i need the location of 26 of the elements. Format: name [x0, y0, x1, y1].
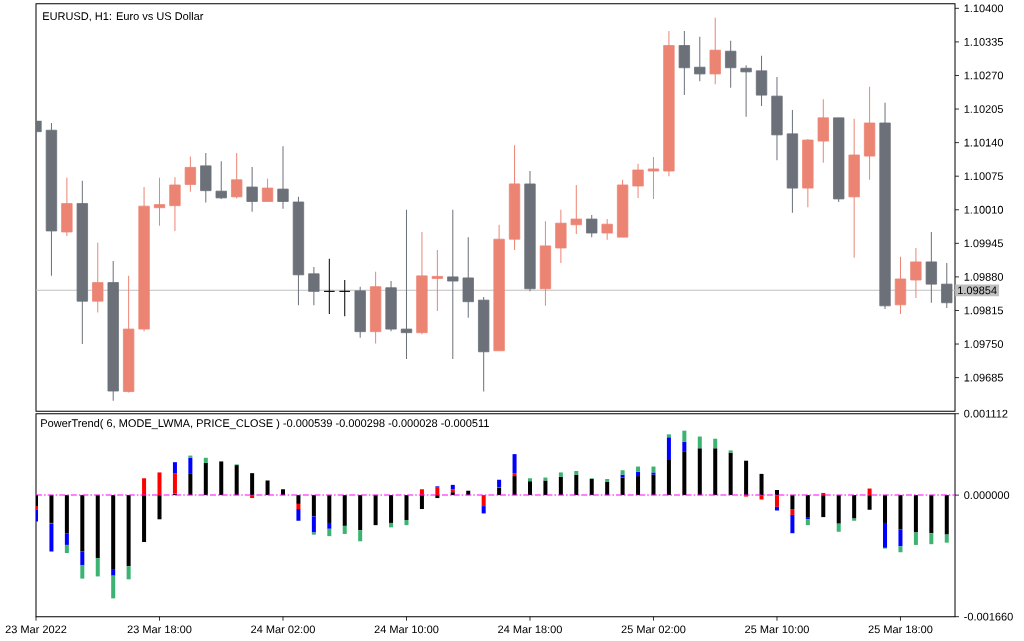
x-tick-label: 23 Mar 2022	[5, 625, 67, 634]
x-tick-label: 23 Mar 18:00	[127, 625, 192, 634]
y-tick-label: 1.09945	[964, 239, 1004, 248]
x-tick-label: 24 Mar 18:00	[498, 625, 562, 634]
x-tick-label: 25 Mar 02:00	[621, 625, 686, 634]
y-tick-label: 1.09880	[964, 272, 1004, 281]
y-tick-label: -0.001660	[964, 612, 1013, 621]
y-tick-label: 0.000000	[964, 491, 1010, 499]
y-tick-label: 1.09815	[964, 306, 1004, 315]
y-tick-label: 1.10335	[964, 37, 1004, 46]
y-tick-label: 1.10205	[964, 105, 1004, 113]
y-tick-label: 1.10075	[964, 172, 1004, 180]
y-tick-label: 1.10010	[964, 205, 1004, 214]
y-tick-label: 1.09685	[964, 373, 1004, 382]
y-tick-label: 1.10140	[964, 138, 1004, 147]
y-tick-label: 0.001112	[964, 409, 1008, 418]
y-tick-label: 1.10270	[964, 71, 1004, 80]
x-tick-label: 24 Mar 10:00	[374, 625, 439, 634]
text: EURUSD, H1: Euro vs US Dollar	[43, 11, 204, 22]
x-tick-label: 24 Mar 02:00	[251, 625, 315, 634]
x-tick-label: 25 Mar 10:00	[745, 625, 809, 634]
y-tick-label: 1.10400	[964, 4, 1004, 13]
chart-title: PowerTrend( 6, MODE_LWMA, PRICE_CLOSE ) -0.000539 -0.000298 -0.000028 -0.000511	[41, 418, 489, 430]
y-tick-label: 1.09750	[964, 340, 1004, 348]
x-tick-label: 25 Mar 18:00	[868, 625, 933, 634]
ref-line-label: 1.09854	[958, 286, 997, 295]
